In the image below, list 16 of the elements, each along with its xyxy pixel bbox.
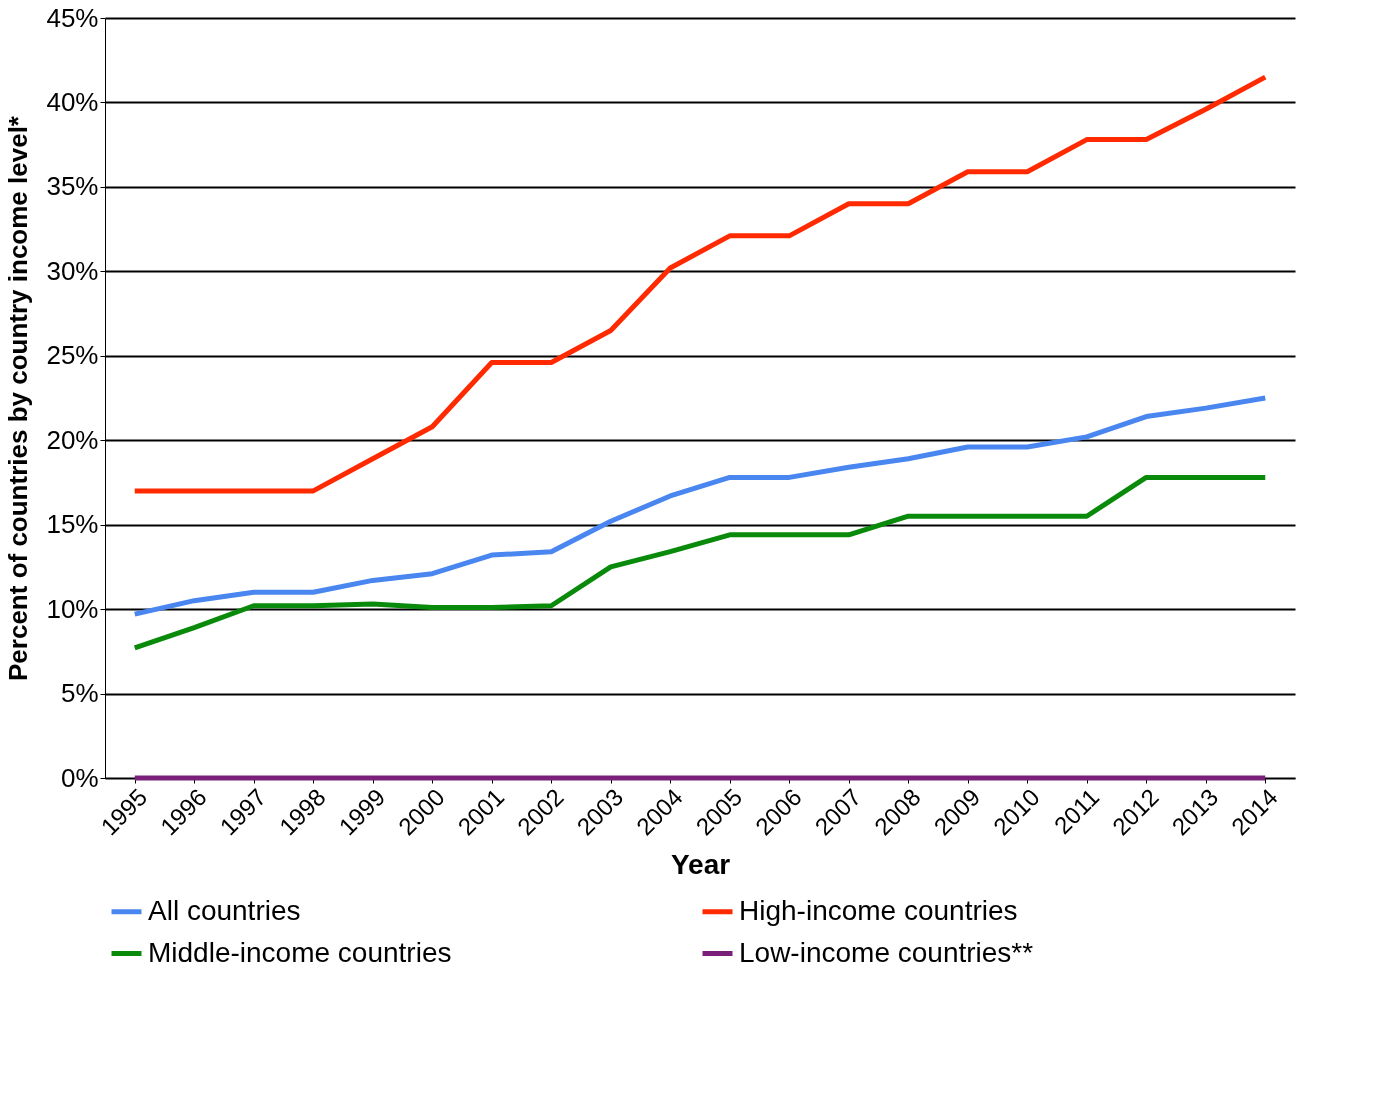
y-tick-label: 40% <box>46 86 99 117</box>
x-axis-title: Year <box>670 849 731 881</box>
y-tick-label: 10% <box>46 593 99 624</box>
legend-label: High-income countries <box>739 894 1018 926</box>
y-tick-label: 0% <box>60 762 99 793</box>
y-tick-label: 45% <box>46 2 99 33</box>
y-tick-label: 20% <box>46 424 99 455</box>
y-tick-label: 5% <box>60 678 99 709</box>
y-tick-label: 15% <box>46 509 99 540</box>
legend-label: Middle-income countries <box>148 936 452 968</box>
legend-label: Low-income countries** <box>739 936 1034 968</box>
legend-label: All countries <box>148 894 301 926</box>
y-tick-label: 35% <box>46 171 99 202</box>
y-tick-label: 30% <box>46 255 99 286</box>
y-tick-label: 25% <box>46 340 99 371</box>
y-axis-title: Percent of countries by country income level* <box>3 115 34 681</box>
